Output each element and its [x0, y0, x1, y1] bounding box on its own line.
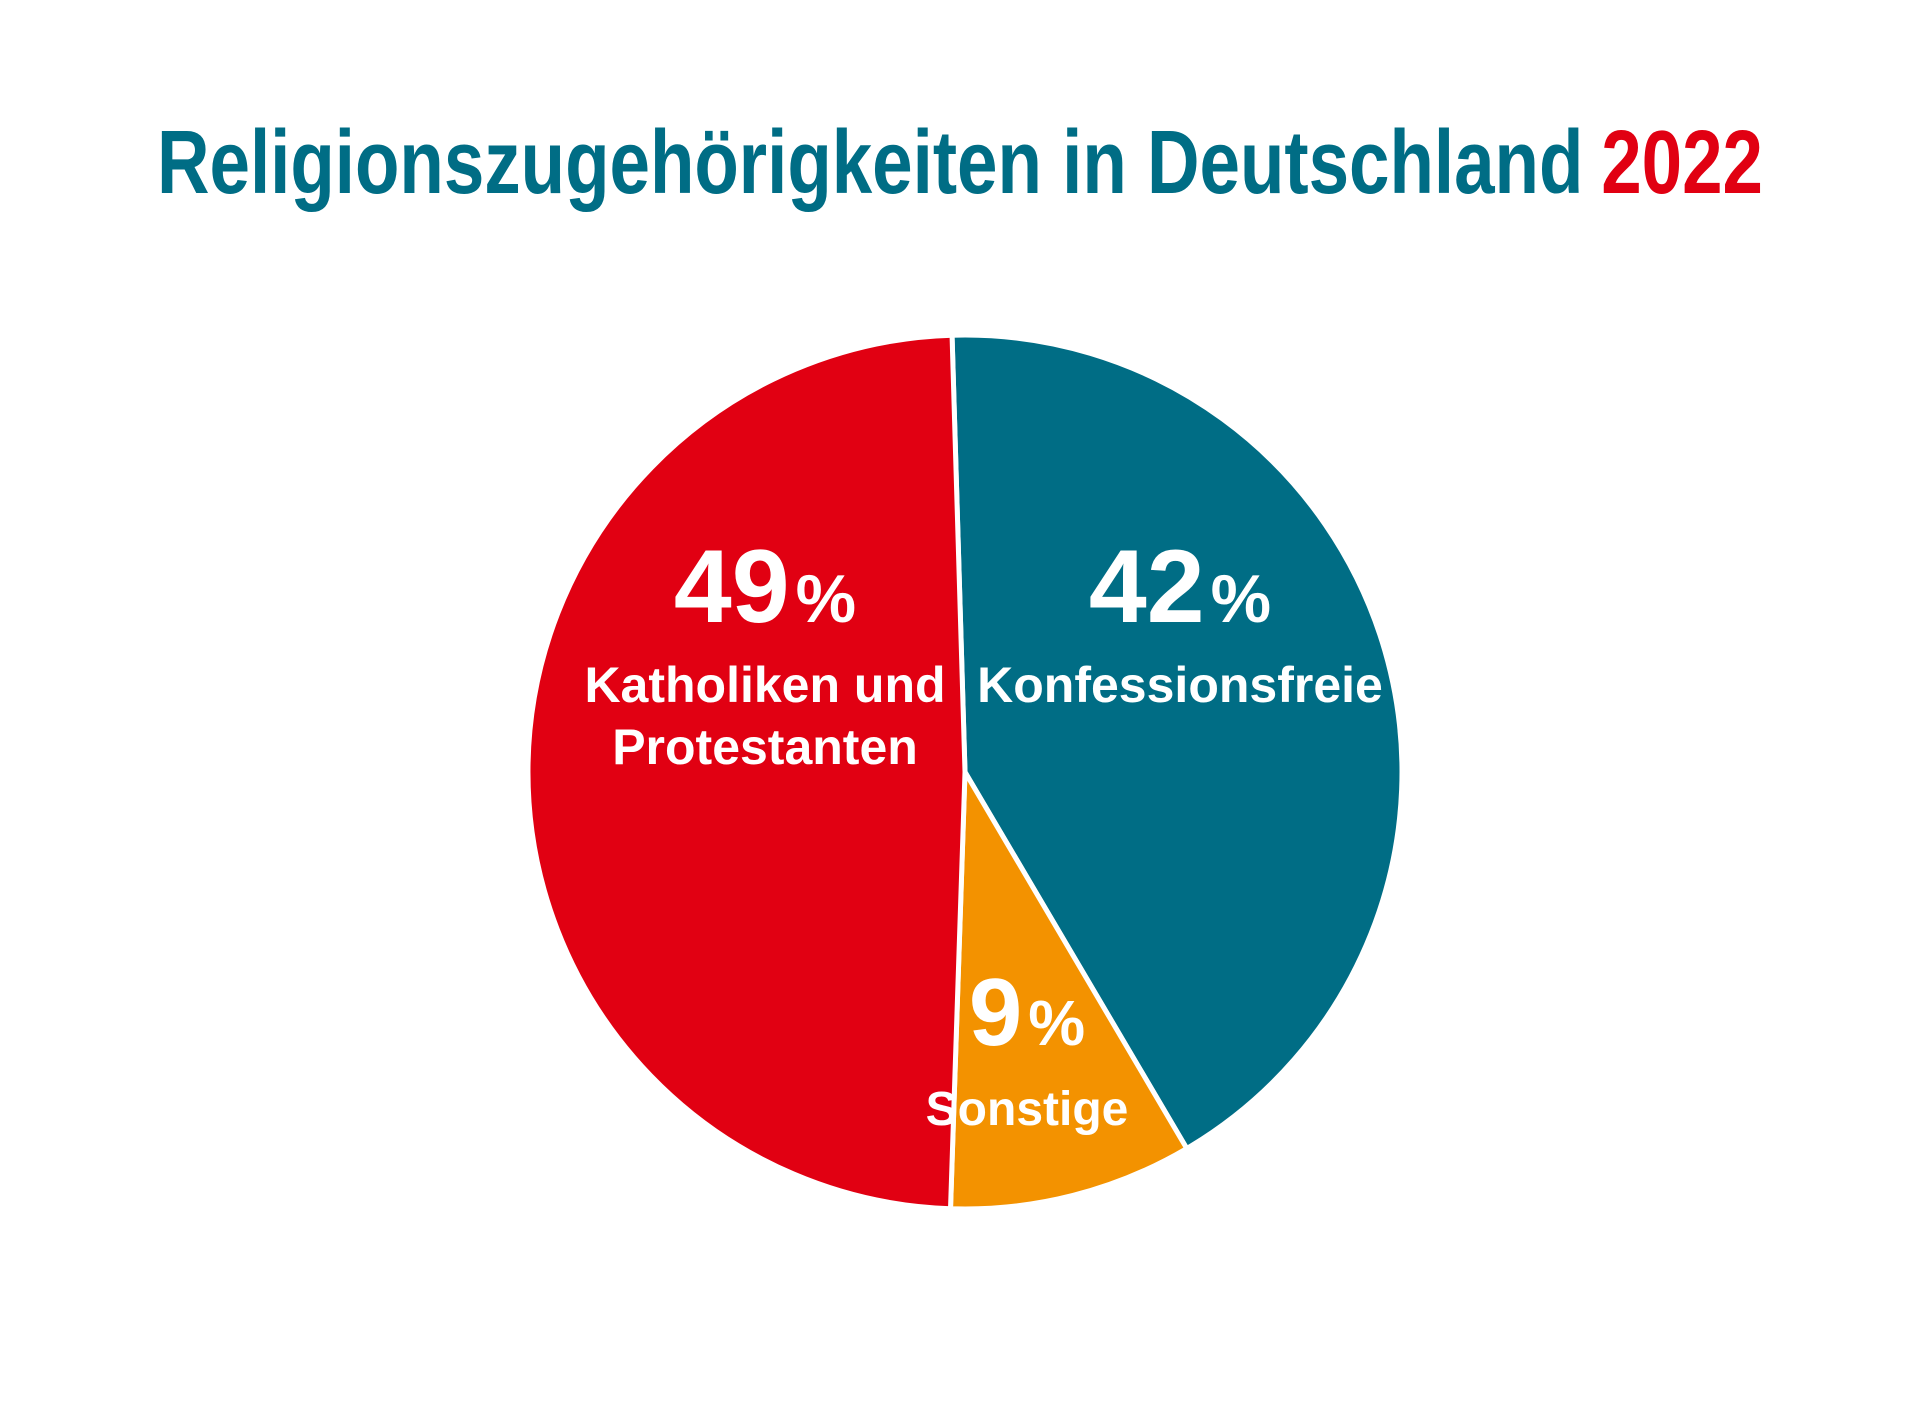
slice-percent-unit: % — [796, 561, 856, 637]
slice-label-1: 49% Katholiken und Protestanten — [584, 529, 945, 775]
slice-percent-value: 42 — [1089, 529, 1205, 645]
pie-slices — [525, 332, 1405, 1212]
pie-slice-1 — [525, 332, 968, 1212]
title-year: 2022 — [1601, 113, 1763, 213]
pie-slice-2 — [949, 332, 1405, 1152]
pie-labels: 49% Katholiken und Protestanten 42% Konfessi… — [584, 529, 1382, 1136]
slice-label-line: Konfessionsfreie — [977, 657, 1383, 713]
slice-percent-3: 9% — [969, 959, 1085, 1066]
slice-label-line: Sonstige — [926, 1083, 1129, 1136]
slice-percent-1: 49% — [674, 529, 856, 645]
slice-percent-2: 42% — [1089, 529, 1271, 645]
slice-label-line: Katholiken und — [584, 657, 945, 713]
slice-label-line: Protestanten — [612, 719, 918, 775]
slice-percent-unit: % — [1211, 561, 1271, 637]
slice-percent-unit: % — [1028, 987, 1085, 1059]
slice-label-3: 9% Sonstige — [926, 959, 1129, 1136]
slice-label-2: 42% Konfessionsfreie — [977, 529, 1383, 713]
slice-percent-value: 49 — [674, 529, 790, 645]
pie-slice-3 — [948, 769, 1190, 1212]
title-text: Religionszugehörigkeiten in Deutschland — [157, 113, 1583, 213]
slice-percent-value: 9 — [969, 959, 1022, 1066]
chart-title: Religionszugehörigkeiten in Deutschland2… — [157, 113, 1763, 213]
